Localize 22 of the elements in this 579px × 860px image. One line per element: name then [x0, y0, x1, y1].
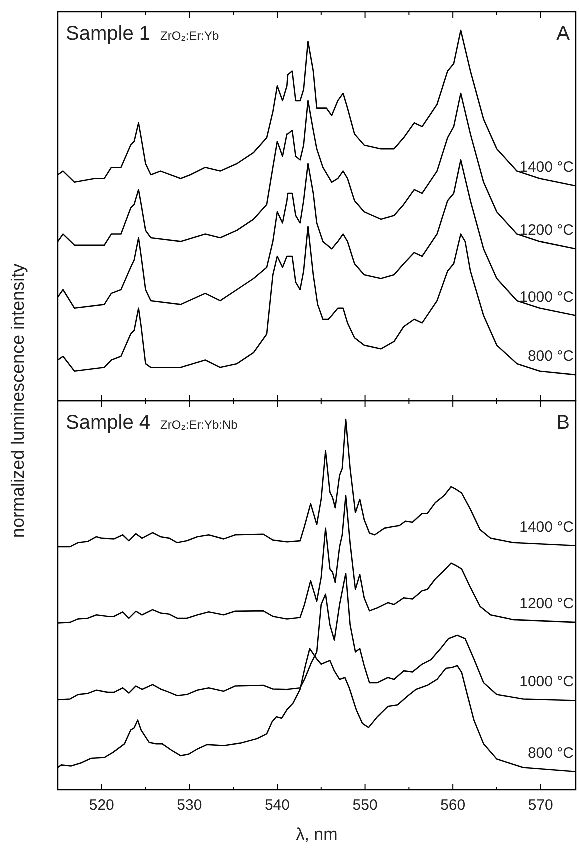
series-label: 1200 °C: [520, 222, 574, 240]
series-label: 1200 °C: [520, 596, 574, 613]
chart-title: Sample 4: [66, 412, 150, 434]
x-tick-label: 560: [440, 797, 466, 814]
x-tick-label: 530: [177, 797, 202, 814]
x-tick-label: 520: [89, 797, 114, 814]
annotation: A: [556, 23, 571, 45]
series-label: 1400 °C: [520, 518, 574, 536]
series-label: 800 °C: [528, 348, 574, 366]
x-tick-label: 550: [352, 797, 378, 814]
x-axis-title: λ, nm: [296, 825, 338, 844]
series-label: 1000 °C: [520, 288, 574, 306]
series-label: 1000 °C: [520, 674, 574, 691]
series-label: 800 °C: [528, 744, 574, 762]
y-axis-title: normalized luminescence intensity: [8, 264, 28, 538]
x-tick-label: 570: [528, 797, 554, 814]
chart-subtitle: ZrO₂:Er:Yb:Nb: [160, 418, 238, 432]
series-label: 1400 °C: [520, 159, 574, 176]
chart-subtitle: ZrO₂:Er:Yb: [160, 29, 220, 43]
annotation: B: [556, 412, 570, 434]
chart-title: Sample 1: [66, 23, 150, 45]
x-tick-label: 540: [264, 797, 290, 814]
